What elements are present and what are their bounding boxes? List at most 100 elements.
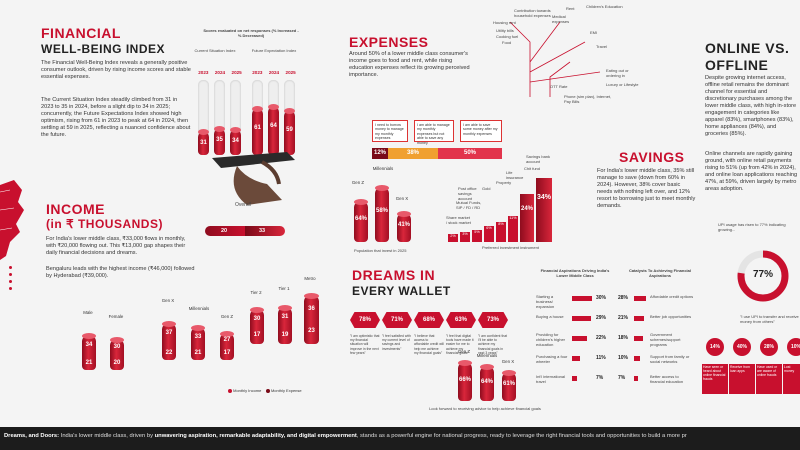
stair-bar: 34% xyxy=(536,178,552,242)
stair-bar: 3% xyxy=(460,232,470,242)
fraud-caption: Have seen or heard about online financia… xyxy=(702,364,728,394)
group-label: Millennials xyxy=(188,306,210,311)
fraud-stat: 10% xyxy=(787,338,800,356)
dream-quote: "I am optimistic that my financial situa… xyxy=(350,334,380,355)
gen-label: Gen Z xyxy=(351,180,365,185)
overall-expense: 20 xyxy=(221,227,228,234)
fwi-bar: 31 xyxy=(198,129,209,155)
income-cyl: 27 17 xyxy=(220,331,234,360)
income-cyl: 37 22 xyxy=(162,321,176,360)
income-cyl: 30 20 xyxy=(110,337,124,370)
fraud-circles: 14% 40% 28% 10% Have seen or heard about… xyxy=(700,336,800,396)
expense-tag: Phone (sim plan), Internet, Pay Bills xyxy=(564,94,612,104)
stair-bar: 6% xyxy=(484,226,494,242)
catalyst-value: 7% xyxy=(618,375,626,381)
group-label: Gen Z xyxy=(220,314,234,319)
gen-label: Millennials xyxy=(476,353,498,358)
stair-bar: 8% xyxy=(496,222,506,242)
current-index-label: Current Situation Index xyxy=(194,48,236,53)
savings-title: SAVINGS xyxy=(619,149,685,165)
upi-value: 77% xyxy=(752,269,773,280)
expense-tag: Luxury or Lifestyle xyxy=(606,82,639,87)
year-label: 2024 xyxy=(268,70,280,75)
year-label: 2025 xyxy=(285,70,296,75)
catalyst-value: 28% xyxy=(618,295,629,301)
fwi-title-2: WELL-BEING INDEX xyxy=(41,42,165,56)
footer-emph: unwavering aspiration, remarkable adapta… xyxy=(154,433,357,439)
footer-text-1: India's lower middle class, driven by xyxy=(59,433,155,439)
income-title-1: INCOME xyxy=(46,201,105,217)
year-label: 2024 xyxy=(214,70,226,75)
stair-label: Savings bank account xyxy=(526,154,551,164)
dreams-title-1: DREAMS IN xyxy=(352,267,436,283)
expense-tag: Medical expenses xyxy=(552,14,570,24)
expense-tag: Eating out or ordering in xyxy=(606,68,629,78)
expense-stack-bar: 12% 38% 50% xyxy=(372,148,502,159)
fwi-title-1: FINANCIAL xyxy=(41,25,121,41)
year-label: 2023 xyxy=(198,70,209,75)
gen-cyl: 64% xyxy=(480,364,494,401)
aspiration-label: Providing for children's higher educatio… xyxy=(536,332,566,347)
aspiration-value: 30% xyxy=(596,295,607,301)
gen-label: Millennials xyxy=(372,166,394,171)
aspiration-label: Purchasing a four wheeler xyxy=(536,354,568,364)
upi-donut: 77% xyxy=(735,248,791,304)
tube xyxy=(214,80,225,155)
online-para-2: Online channels are rapidly gaining grou… xyxy=(705,151,798,192)
stair-label: Life insurance xyxy=(506,170,524,180)
aspiration-label: Int'l international travel xyxy=(536,374,566,384)
aspiration-label: Starting a business/ expansion xyxy=(536,294,555,309)
fwi-bar: 59 xyxy=(284,108,295,155)
catalyst-value: 21% xyxy=(618,315,629,321)
income-cyl: 34 21 xyxy=(82,333,96,370)
catalyst-bar xyxy=(634,336,643,341)
expense-tag: Food xyxy=(502,40,512,45)
legend-expense: Monthly Expense xyxy=(270,388,302,393)
expenses-para: Around 50% of a lower middle class consu… xyxy=(349,51,470,78)
dream-hex: 71% xyxy=(382,312,412,328)
catalyst-label: Government schemes/support programs xyxy=(650,332,681,347)
footer-bar xyxy=(0,427,800,450)
dream-quote: "I believe that access to affordable cre… xyxy=(414,334,444,355)
fwi-para-1: The Financial Well-Being Index reveals a… xyxy=(41,60,191,80)
footer-lead: Dreams, and Doors: xyxy=(4,433,60,439)
stair-label: Property xyxy=(496,180,512,185)
dream-hex: 73% xyxy=(478,312,508,328)
expense-tags: Contribution towards household expenses … xyxy=(490,2,640,104)
overall-bar: 20 33 xyxy=(205,226,285,236)
expense-tag: Contribution towards household expenses xyxy=(514,8,551,18)
income-groups-chart: Male 34 21 Female 30 20 Gen X 37 22 Millenn… xyxy=(78,270,338,393)
advice-gen-chart: Gen Z Millennials Gen X 66% 64% 61% xyxy=(448,345,528,415)
stair-bar: 5% xyxy=(472,230,482,242)
fwi-bar: 35 xyxy=(214,126,225,155)
expense-tag: Children's Education xyxy=(586,4,623,9)
fwi-years-current: 2023 2024 2025 xyxy=(195,70,245,75)
aspiration-label: Buying a house xyxy=(536,314,564,319)
expense-tag: Cooking fuel xyxy=(496,34,519,39)
aspiration-bar xyxy=(572,336,587,341)
expense-stack-cards: I need to borrow money to manage my mont… xyxy=(372,120,512,160)
fraud-stat: 40% xyxy=(733,338,751,356)
year-label: 2023 xyxy=(252,70,263,75)
aspiration-bar xyxy=(572,296,592,301)
group-label: Tier 1 xyxy=(278,286,290,291)
gen-cyl: 66% xyxy=(458,360,472,401)
expense-tag: EMI xyxy=(590,30,598,35)
dream-hexes: 78% 71% 68% 63% 73% "I am optimistic tha… xyxy=(350,312,510,392)
stack-segment: 12% xyxy=(372,148,388,159)
catalysts-title: Catalysts To Achieving Financial Aspirat… xyxy=(628,268,691,278)
group-label: Gen X xyxy=(161,298,175,303)
expense-tag: Travel xyxy=(596,44,607,49)
aspiration-value: 7% xyxy=(596,375,604,381)
hand-phone-illustration xyxy=(207,150,297,205)
gen-cyl: 64% xyxy=(354,199,368,242)
income-cyl: 30 17 xyxy=(250,307,264,344)
year-label: 2025 xyxy=(231,70,242,75)
aspiration-value: 29% xyxy=(596,315,607,321)
catalyst-bar xyxy=(634,356,640,361)
stair-label: Mutual Funds, SIP / FD / RD xyxy=(456,200,482,210)
expenses-title: EXPENSES xyxy=(349,34,429,50)
gen-cyl: 61% xyxy=(502,370,516,401)
fwi-bar: 64 xyxy=(268,104,279,155)
catalyst-label: Support from family or social networks xyxy=(650,354,690,364)
